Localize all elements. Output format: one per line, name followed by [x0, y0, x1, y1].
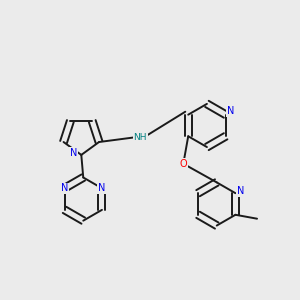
Text: N: N [98, 183, 106, 193]
Text: N: N [70, 148, 77, 158]
Text: N: N [61, 183, 68, 193]
Text: N: N [227, 106, 234, 116]
Text: O: O [179, 159, 187, 169]
Text: NH: NH [134, 133, 147, 142]
Text: N: N [237, 186, 244, 196]
